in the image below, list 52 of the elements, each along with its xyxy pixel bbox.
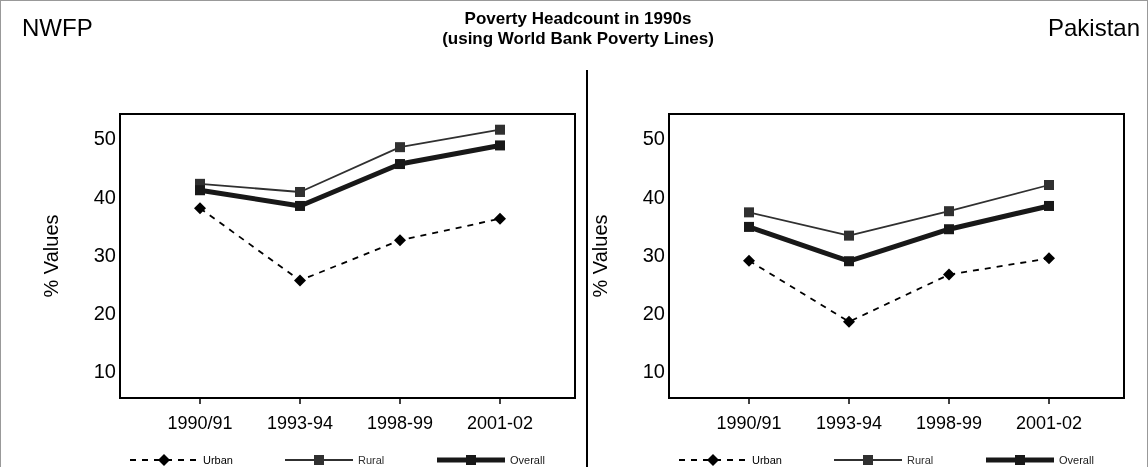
y-tick-label: 40 bbox=[642, 185, 665, 208]
text: Overall bbox=[510, 454, 545, 466]
point bbox=[195, 185, 205, 196]
x-tick-label: 1990/91 bbox=[716, 413, 782, 433]
point bbox=[494, 212, 506, 225]
point bbox=[944, 206, 954, 217]
point bbox=[194, 202, 206, 215]
x-tick-label: 1998-99 bbox=[366, 413, 434, 433]
point bbox=[295, 186, 305, 197]
y-tick-label: 40 bbox=[93, 185, 116, 208]
point bbox=[1043, 252, 1055, 265]
point bbox=[943, 268, 955, 281]
point bbox=[395, 142, 405, 153]
text: Overall bbox=[1059, 454, 1094, 466]
y-tick-label: 20 bbox=[93, 302, 116, 325]
y-tick-label: 10 bbox=[642, 360, 665, 383]
y-axis-title: % Values bbox=[589, 214, 611, 298]
x-tick-label: 2001-02 bbox=[466, 413, 534, 433]
point bbox=[843, 315, 855, 328]
point bbox=[1044, 200, 1054, 211]
point bbox=[844, 230, 854, 241]
point bbox=[1044, 180, 1054, 190]
y-tick-label: 30 bbox=[642, 243, 665, 266]
y-tick-label: 50 bbox=[642, 127, 665, 150]
text: Urban bbox=[752, 454, 782, 466]
point bbox=[395, 159, 405, 170]
point bbox=[743, 254, 755, 267]
chart-subtitle: Poverty Headcount in 1990s (using World Bank Poverty Lines) bbox=[442, 9, 714, 48]
y-tick-label: 30 bbox=[93, 243, 116, 266]
x-tick-label: 1998-99 bbox=[915, 413, 983, 433]
point bbox=[744, 221, 754, 232]
text: Urban bbox=[203, 454, 233, 466]
point bbox=[844, 256, 854, 267]
chart-title: Pakistan bbox=[1047, 14, 1140, 41]
point bbox=[394, 234, 406, 247]
x-tick-label: 2001-02 bbox=[1015, 413, 1083, 433]
x-tick-label: 1993-94 bbox=[815, 413, 883, 433]
point bbox=[944, 224, 954, 235]
point bbox=[294, 274, 306, 287]
point bbox=[495, 140, 505, 151]
y-axis-title: % Values bbox=[40, 214, 62, 298]
y-tick-label: 50 bbox=[93, 127, 116, 150]
x-tick-label: 1993-94 bbox=[266, 413, 334, 433]
point bbox=[295, 200, 305, 211]
point bbox=[744, 207, 754, 218]
chart-title: NWFP bbox=[22, 14, 93, 41]
point bbox=[495, 124, 505, 135]
text: Rural bbox=[907, 454, 934, 466]
y-tick-label: 10 bbox=[93, 360, 116, 383]
text: Rural bbox=[358, 454, 385, 466]
y-tick-label: 20 bbox=[642, 302, 665, 325]
x-tick-label: 1990/91 bbox=[167, 413, 233, 433]
